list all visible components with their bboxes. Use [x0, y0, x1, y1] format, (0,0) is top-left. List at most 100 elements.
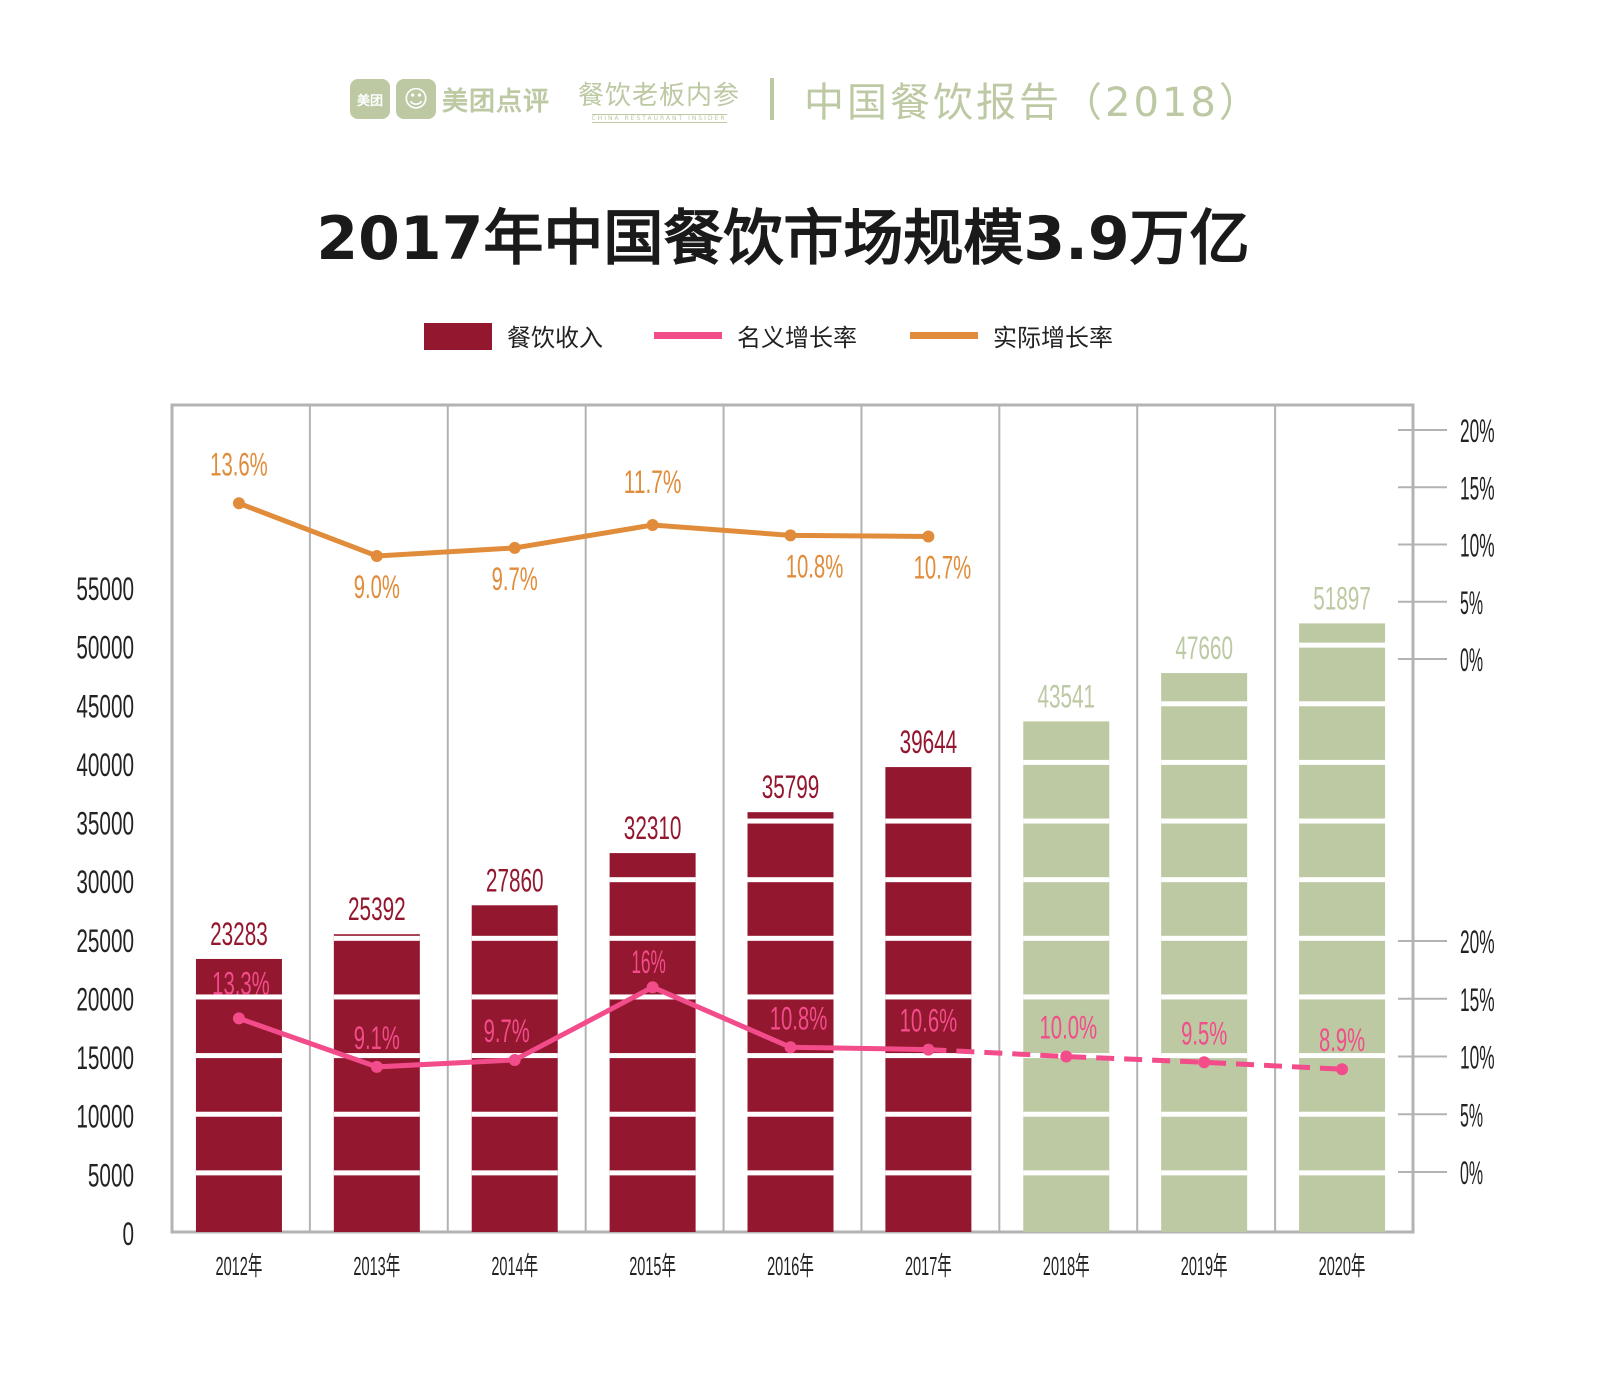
- bar-band-divider: [195, 1111, 282, 1117]
- nominal-growth-label: 13.3%: [212, 965, 270, 1001]
- left-axis-tick-label: 25000: [76, 923, 134, 959]
- bar-band-divider: [747, 1111, 834, 1117]
- bar-band-divider: [885, 1111, 972, 1117]
- bar-band-divider: [1161, 935, 1248, 941]
- x-tick-label: 2012年: [216, 1251, 263, 1281]
- x-tick-label: 2015年: [629, 1251, 676, 1281]
- legend-nominal-swatch: [654, 332, 722, 339]
- bar-band-divider: [1299, 877, 1386, 883]
- bar-band-divider: [1299, 759, 1386, 765]
- bar-band-divider: [195, 1053, 282, 1059]
- bar-band-divider: [885, 994, 972, 1000]
- nominal-growth-label: 10.8%: [770, 1000, 828, 1036]
- bar-band-divider: [1299, 1053, 1386, 1059]
- bar-band-divider: [747, 935, 834, 941]
- nominal-growth-point: [1198, 1056, 1211, 1069]
- x-tick-label: 2019年: [1181, 1251, 1228, 1281]
- nominal-growth-forecast-line: [928, 1047, 1343, 1072]
- left-axis-tick-label: 30000: [76, 864, 134, 900]
- left-axis-tick-label: 35000: [76, 806, 134, 842]
- right-upper-tick-label: 20%: [1460, 413, 1495, 449]
- real-growth-point: [922, 530, 935, 543]
- bar-2017年: [885, 767, 972, 1232]
- bar-band-divider: [1161, 1053, 1248, 1059]
- meituan-logo: 美团: [350, 79, 390, 119]
- bar-value-label: 32310: [624, 810, 682, 846]
- nominal-growth-point: [922, 1043, 935, 1056]
- real-growth-point: [370, 549, 383, 562]
- bar-band-divider: [333, 994, 420, 1000]
- bar-band-divider: [195, 1170, 282, 1176]
- real-growth-label: 10.7%: [914, 549, 972, 585]
- left-axis-tick-label: 10000: [76, 1099, 134, 1135]
- report-title: 中国餐饮报告（2018）: [804, 80, 1262, 126]
- bar-band-divider: [1023, 1111, 1110, 1117]
- left-axis-tick-label: 5000: [88, 1157, 134, 1193]
- dianping-logo: ☺: [396, 79, 436, 119]
- bar-band-divider: [1023, 877, 1110, 883]
- bar-band-divider: [1161, 759, 1248, 765]
- bar-band-divider: [1023, 759, 1110, 765]
- bar-band-divider: [471, 994, 558, 1000]
- nominal-growth-point: [784, 1041, 797, 1054]
- x-tick-label: 2016年: [767, 1251, 814, 1281]
- legend-label-real: 实际增长率: [993, 324, 1113, 352]
- report-header: 美团 ☺ 美团点评 餐饮老板内参 CHINA RESTAURANT INSIDE…: [350, 72, 1262, 126]
- nominal-growth-point: [232, 1012, 245, 1025]
- x-tick-label: 2017年: [905, 1251, 952, 1281]
- bar-2019年: [1161, 673, 1248, 1232]
- bar-band-divider: [1023, 1170, 1110, 1176]
- x-tick-label: 2014年: [491, 1251, 538, 1281]
- bar-band-divider: [1299, 1111, 1386, 1117]
- real-growth-line: [238, 500, 929, 559]
- legend-label-revenue: 餐饮收入: [507, 324, 603, 352]
- right-upper-tick-label: 15%: [1460, 470, 1495, 506]
- header-separator: [770, 78, 775, 120]
- bar-value-label: 25392: [348, 891, 406, 927]
- real-growth-label: 9.7%: [492, 561, 538, 597]
- bar-band-divider: [609, 1111, 696, 1117]
- nominal-growth-point: [370, 1060, 383, 1073]
- bar-band-divider: [1023, 818, 1110, 824]
- bar-band-divider: [1023, 994, 1110, 1000]
- bar-2014年: [471, 905, 558, 1232]
- real-growth-point: [232, 497, 245, 510]
- bar-band-divider: [1299, 935, 1386, 941]
- nominal-growth-point: [508, 1053, 521, 1066]
- bar-band-divider: [609, 1170, 696, 1176]
- bar-band-divider: [1161, 1170, 1248, 1176]
- bar-band-divider: [333, 1053, 420, 1059]
- bar-band-divider: [1161, 818, 1248, 824]
- nominal-growth-line: [238, 984, 929, 1070]
- left-axis-tick-label: 50000: [76, 630, 134, 666]
- nominal-growth-point: [1336, 1063, 1349, 1076]
- bar-band-divider: [1299, 994, 1386, 1000]
- right-upper-tick-label: 5%: [1460, 585, 1483, 621]
- bar-value-label: 35799: [762, 769, 820, 805]
- nominal-growth-point: [1060, 1050, 1073, 1063]
- bar-band-divider: [885, 877, 972, 883]
- bar-value-label: 43541: [1037, 678, 1095, 714]
- bar-value-label: 27860: [486, 862, 544, 898]
- bar-band-divider: [1023, 935, 1110, 941]
- bar-band-divider: [471, 935, 558, 941]
- bar-band-divider: [747, 994, 834, 1000]
- bar-band-divider: [747, 1170, 834, 1176]
- insider-logo: 餐饮老板内参 CHINA RESTAURANT INSIDER: [578, 75, 740, 123]
- nominal-growth-label: 8.9%: [1319, 1022, 1365, 1058]
- real-growth-label: 11.7%: [624, 464, 682, 500]
- bar-2015年: [609, 853, 696, 1232]
- bar-band-divider: [885, 1170, 972, 1176]
- bar-band-divider: [747, 1053, 834, 1059]
- nominal-growth-label: 16%: [631, 944, 666, 980]
- chart-title: 2017年中国餐饮市场规模3.9万亿: [316, 204, 1250, 274]
- insider-name: 餐饮老板内参: [578, 81, 741, 111]
- bar-band-divider: [1161, 994, 1248, 1000]
- bar-band-divider: [1161, 701, 1248, 707]
- nominal-growth-label: 9.5%: [1181, 1015, 1227, 1051]
- real-growth-point: [784, 529, 797, 542]
- bar-band-divider: [471, 1170, 558, 1176]
- bar-band-divider: [747, 877, 834, 883]
- bar-band-divider: [885, 935, 972, 941]
